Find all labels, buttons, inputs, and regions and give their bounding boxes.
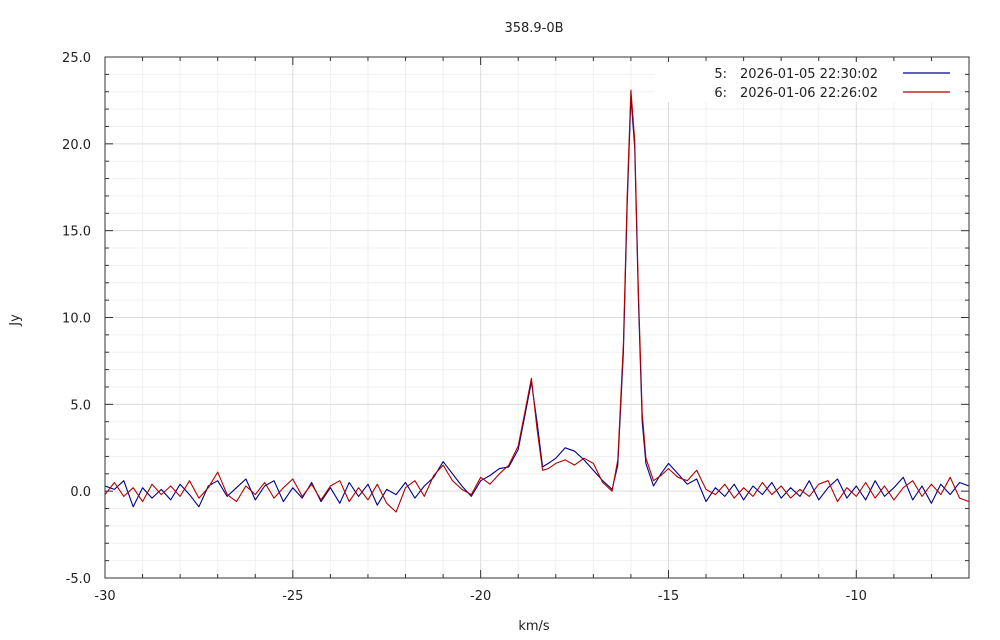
legend-entry-2: 2026-01-06 22:26:02 [740,86,878,101]
y-tick-label: -5.0 [66,572,91,587]
y-tick-labels: -5.0 0.0 5.0 10.0 15.0 20.0 25.0 [62,51,91,587]
x-tick-label: -15 [658,589,679,604]
tick-marks [104,56,970,579]
y-tick-label: 15.0 [62,225,91,240]
legend-index-2: 6: [714,86,727,101]
x-tick-label: -10 [846,589,867,604]
legend: 5: 2026-01-05 22:30:02 6: 2026-01-06 22:… [655,62,960,102]
x-tick-label: -20 [470,589,491,604]
x-tick-label: -30 [94,589,115,604]
series-layer [105,89,969,513]
chart-title: 358.9-0B [504,21,563,36]
y-tick-label: 25.0 [62,51,91,66]
series-line-2 [105,89,969,513]
y-axis-label: Jy [8,314,23,327]
y-tick-label: 0.0 [70,485,91,500]
y-tick-label: 20.0 [62,138,91,153]
legend-entry-1: 2026-01-05 22:30:02 [740,67,878,82]
legend-index-1: 5: [714,67,727,82]
y-tick-label: 10.0 [62,312,91,327]
x-tick-label: -25 [282,589,303,604]
legend-background [655,62,960,102]
x-tick-labels: -30 -25 -20 -15 -10 [94,589,867,604]
y-tick-label: 5.0 [70,398,91,413]
x-axis-label: km/s [518,619,550,634]
